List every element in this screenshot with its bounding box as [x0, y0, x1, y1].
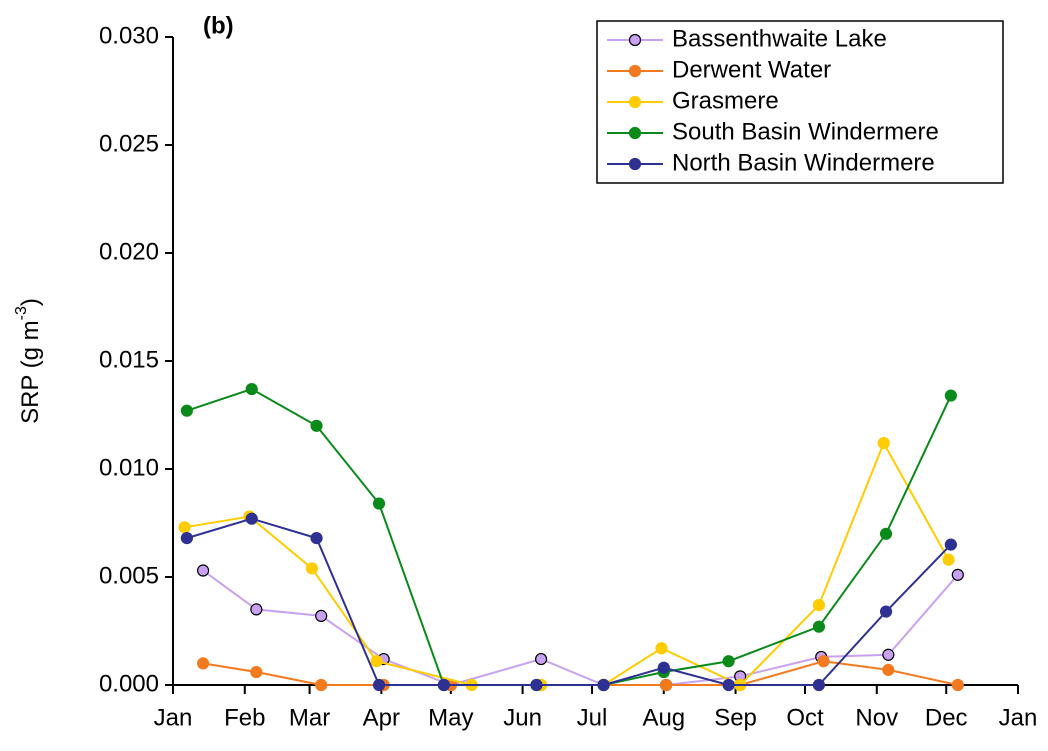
point: [196, 564, 210, 577]
legend-label: South Basin Windermere: [672, 118, 939, 145]
x-tick-label: Dec: [925, 704, 968, 731]
y-tick-label: 0.000: [99, 670, 159, 697]
point: [305, 562, 319, 575]
point: [534, 652, 548, 666]
y-tick-label: 0.020: [99, 238, 159, 265]
x-tick-label: Apr: [363, 704, 400, 731]
x-tick-label: Aug: [642, 704, 685, 731]
point: [882, 648, 895, 661]
point: [722, 655, 735, 668]
x-tick-label: Jan: [154, 704, 193, 731]
point: [530, 678, 543, 692]
point: [597, 678, 610, 692]
point: [315, 609, 328, 622]
legend-marker: [628, 157, 642, 171]
y-tick-label: 0.015: [99, 346, 159, 373]
x-tick-label: Sep: [714, 704, 757, 731]
y-label-sup: -3: [13, 306, 30, 320]
legend-marker: [628, 126, 642, 140]
point: [657, 661, 670, 674]
point: [310, 419, 323, 432]
point: [951, 678, 964, 692]
point: [180, 404, 193, 417]
point: [722, 678, 735, 692]
legend-label: Derwent Water: [672, 56, 831, 83]
point: [660, 678, 673, 692]
x-tick-label: Mar: [289, 704, 330, 731]
x-tick-label: Jun: [503, 704, 542, 731]
x-tick-label: Nov: [855, 704, 898, 731]
point: [812, 678, 826, 692]
point: [942, 553, 955, 566]
y-tick-label: 0.010: [99, 454, 159, 481]
legend-label: Grasmere: [672, 87, 779, 114]
point: [877, 436, 890, 450]
point: [245, 382, 258, 396]
point: [245, 512, 258, 525]
point: [655, 642, 668, 655]
legend-label: North Basin Windermere: [672, 149, 935, 176]
point: [250, 665, 263, 679]
legend-marker: [628, 64, 642, 78]
point: [951, 568, 964, 581]
point: [250, 603, 263, 616]
point: [437, 678, 450, 692]
x-tick-label: May: [428, 704, 473, 731]
x-tick-label: Jan: [999, 704, 1038, 731]
point: [178, 521, 191, 534]
y-label-text: SRP (g m: [17, 320, 44, 424]
x-tick-label: Jul: [577, 704, 608, 731]
series-line: [184, 440, 950, 687]
legend-box: [596, 20, 1004, 184]
x-tick-label: Feb: [224, 704, 265, 731]
y-axis-label: SRP (g m-3): [13, 298, 44, 424]
legend-marker: [628, 95, 642, 109]
point: [315, 678, 328, 692]
y-label-end: ): [17, 298, 44, 306]
point: [944, 538, 957, 551]
series-line: [186, 517, 952, 686]
point: [879, 527, 893, 540]
point: [370, 655, 383, 668]
y-tick-label: 0.025: [99, 130, 159, 157]
point: [944, 389, 957, 402]
annotation: (b): [203, 12, 234, 39]
legend-label: Bassenthwaite Lake: [672, 25, 887, 52]
point: [817, 655, 830, 668]
series-line: [202, 569, 959, 687]
x-tick-label: Oct: [786, 704, 824, 731]
point: [372, 678, 386, 692]
point: [812, 598, 826, 612]
legend-marker: [628, 33, 642, 47]
series-line: [186, 387, 952, 686]
point: [879, 605, 893, 618]
point: [310, 532, 323, 545]
y-tick-label: 0.030: [99, 22, 159, 49]
point: [812, 620, 826, 633]
y-tick-label: 0.005: [99, 562, 159, 589]
legend: Bassenthwaite Lake Derwent Water Grasmere S…: [596, 20, 1004, 184]
point: [196, 657, 210, 670]
point: [180, 532, 193, 545]
point: [882, 663, 895, 676]
point: [372, 497, 386, 510]
